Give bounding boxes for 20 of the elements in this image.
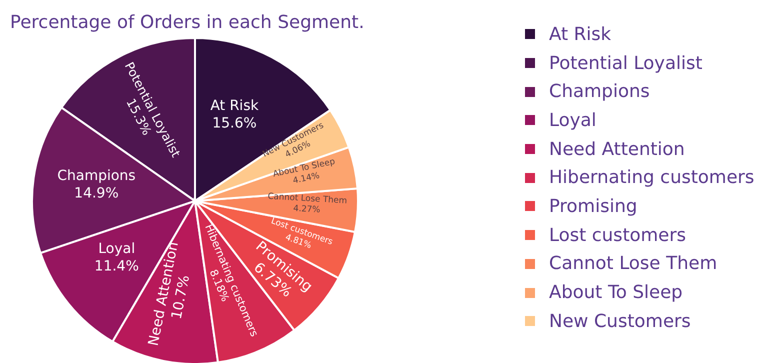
chart-title: Percentage of Orders in each Segment.	[10, 12, 364, 33]
legend-label: Need Attention	[549, 138, 685, 160]
legend-label: Potential Loyalist	[549, 52, 702, 74]
legend-label: Cannot Lose Them	[549, 253, 718, 274]
data-label: 15.6%	[212, 115, 257, 132]
legend-label: At Risk	[549, 24, 612, 45]
data-label: 14.9%	[74, 185, 119, 202]
legend-label: Lost customers	[549, 224, 686, 246]
legend-label: Promising	[549, 196, 638, 217]
slice-label: Loyal	[98, 240, 136, 257]
slice-label: At Risk	[210, 98, 260, 114]
legend-label: New Customers	[549, 310, 691, 332]
data-label: 11.4%	[94, 258, 139, 274]
legend-label: Loyal	[549, 110, 596, 131]
slice-label: Cannot Lose Them	[267, 192, 348, 206]
legend-label: Hibernating customers	[549, 167, 754, 188]
slice-label: Champions	[57, 168, 136, 184]
data-label: 4.27%	[293, 204, 321, 216]
legend-label: Champions	[549, 81, 650, 102]
legend-label: About To Sleep	[549, 282, 683, 304]
